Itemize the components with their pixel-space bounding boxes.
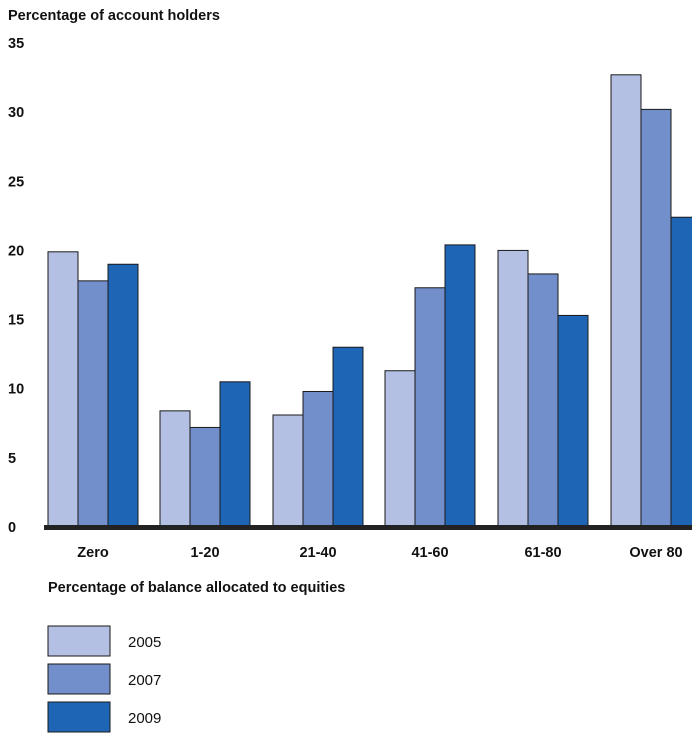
bar-2009-1-20	[219, 381, 251, 528]
category-label: 21-40	[299, 545, 336, 561]
bar-2007-1-20	[189, 426, 221, 528]
bars-group	[47, 74, 692, 528]
bar-2007-21-40	[302, 390, 334, 528]
category-label: 1-20	[190, 545, 219, 561]
bar-2009-over-80	[670, 216, 692, 528]
category-label: Over 80	[629, 545, 682, 561]
legend-label-2009: 2009	[128, 710, 161, 727]
y-axis-title: Percentage of account holders	[8, 8, 220, 24]
category-label: 41-60	[411, 545, 448, 561]
y-tick-label: 15	[8, 313, 24, 329]
bar-2007-zero	[77, 280, 109, 528]
legend-swatch-2009	[47, 701, 111, 733]
category-labels: Zero 1-20 21-40 41-60 61-80 Over 80	[77, 545, 682, 561]
legend-label-2007: 2007	[128, 672, 161, 689]
category-label: Zero	[77, 545, 109, 561]
category-label: 61-80	[524, 545, 561, 561]
y-tick-label: 10	[8, 382, 24, 398]
y-tick-label: 30	[8, 105, 24, 121]
legend-swatch-2007	[47, 663, 111, 695]
bar-2007-61-80	[527, 273, 559, 528]
y-tick-label: 25	[8, 174, 24, 190]
bar-2005-61-80	[497, 249, 529, 528]
bar-2005-41-60	[384, 370, 416, 528]
y-tick-label: 5	[8, 451, 16, 467]
bar-2009-41-60	[444, 244, 476, 528]
bar-2009-zero	[107, 263, 139, 528]
bar-2009-61-80	[557, 314, 589, 528]
y-tick-label: 35	[8, 36, 24, 52]
bar-2009-21-40	[332, 346, 364, 528]
bar-2007-41-60	[414, 287, 446, 528]
legend-label-2005: 2005	[128, 634, 161, 651]
bar-2005-21-40	[272, 414, 304, 528]
y-tick-labels: 0 5 10 15 20 25 30 35	[8, 36, 24, 536]
legend: 2005 2007 2009	[47, 625, 161, 733]
bar-2005-over-80	[610, 74, 642, 528]
bar-2005-1-20	[159, 410, 191, 528]
bar-2007-over-80	[640, 108, 672, 528]
legend-swatch-2005	[47, 625, 111, 657]
y-tick-label: 0	[8, 520, 16, 536]
bar-2005-zero	[47, 251, 79, 528]
x-axis-title: Percentage of balance allocated to equit…	[48, 580, 345, 596]
y-tick-label: 20	[8, 243, 24, 259]
